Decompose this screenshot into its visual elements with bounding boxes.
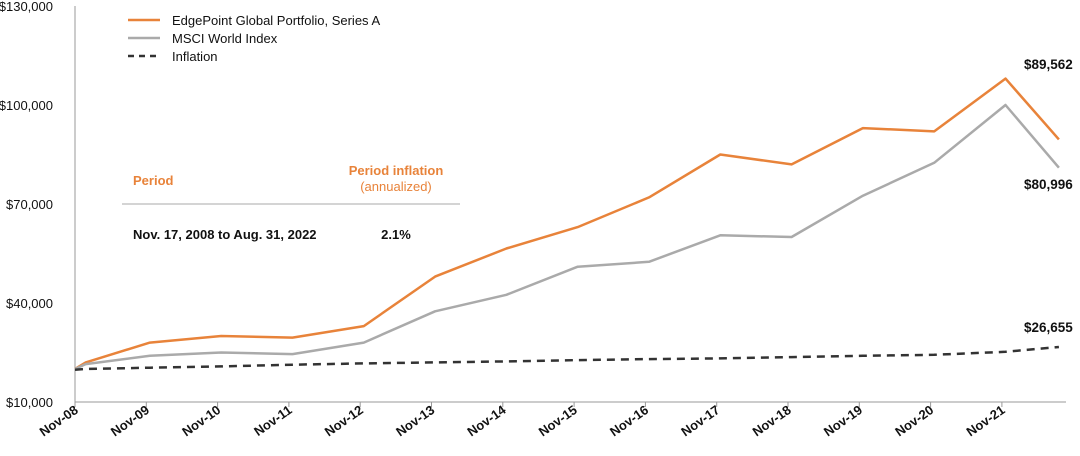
y-axis-ticks: $10,000 $40,000 $70,000 $100,000 $130,000 <box>0 0 53 410</box>
inflation-table: Period Period inflation (annualized) Nov… <box>122 163 460 242</box>
legend-label-edgepoint: EdgePoint Global Portfolio, Series A <box>172 13 380 28</box>
end-label-inflation: $26,655 <box>1024 320 1073 335</box>
x-tick-label: Nov-10 <box>179 402 223 439</box>
table-header-period: Period <box>133 173 174 188</box>
legend: EdgePoint Global Portfolio, Series A MSC… <box>128 13 380 64</box>
x-tick-label: Nov-13 <box>393 402 437 439</box>
x-tick-label: Nov-18 <box>750 402 794 439</box>
x-tick-label: Nov-16 <box>607 402 651 439</box>
table-header-inflation: Period inflation <box>349 163 444 178</box>
y-tick-label: $100,000 <box>0 98 53 113</box>
table-cell-period: Nov. 17, 2008 to Aug. 31, 2022 <box>133 227 317 242</box>
x-tick-label: Nov-20 <box>892 402 936 439</box>
x-tick-label: Nov-15 <box>536 402 580 439</box>
x-axis-ticks: Nov-08 Nov-09 Nov-10 Nov-11 Nov-12 Nov-13 Nov-… <box>37 402 1008 440</box>
series-line-2 <box>74 345 1060 371</box>
legend-label-msci: MSCI World Index <box>172 31 278 46</box>
end-label-msci: $80,996 <box>1024 177 1073 192</box>
x-tick-label: Nov-12 <box>322 402 366 439</box>
table-cell-inflation: 2.1% <box>381 227 411 242</box>
series-lines <box>74 77 1060 371</box>
x-tick-label: Nov-17 <box>678 402 722 439</box>
x-tick-label: Nov-09 <box>108 402 152 439</box>
series-line-0 <box>74 77 1060 371</box>
x-tick-label: Nov-19 <box>821 402 865 439</box>
series-line-1 <box>74 103 1060 371</box>
y-tick-label: $130,000 <box>0 0 53 14</box>
legend-label-inflation: Inflation <box>172 49 218 64</box>
x-tick-label: Nov-14 <box>464 402 509 440</box>
y-tick-label: $10,000 <box>6 395 53 410</box>
y-tick-label: $70,000 <box>6 197 53 212</box>
y-tick-label: $40,000 <box>6 296 53 311</box>
x-tick-label: Nov-11 <box>251 402 295 439</box>
end-label-edgepoint: $89,562 <box>1024 57 1073 72</box>
x-tick-label: Nov-21 <box>963 402 1007 439</box>
table-subheader-annualized: (annualized) <box>360 179 432 194</box>
